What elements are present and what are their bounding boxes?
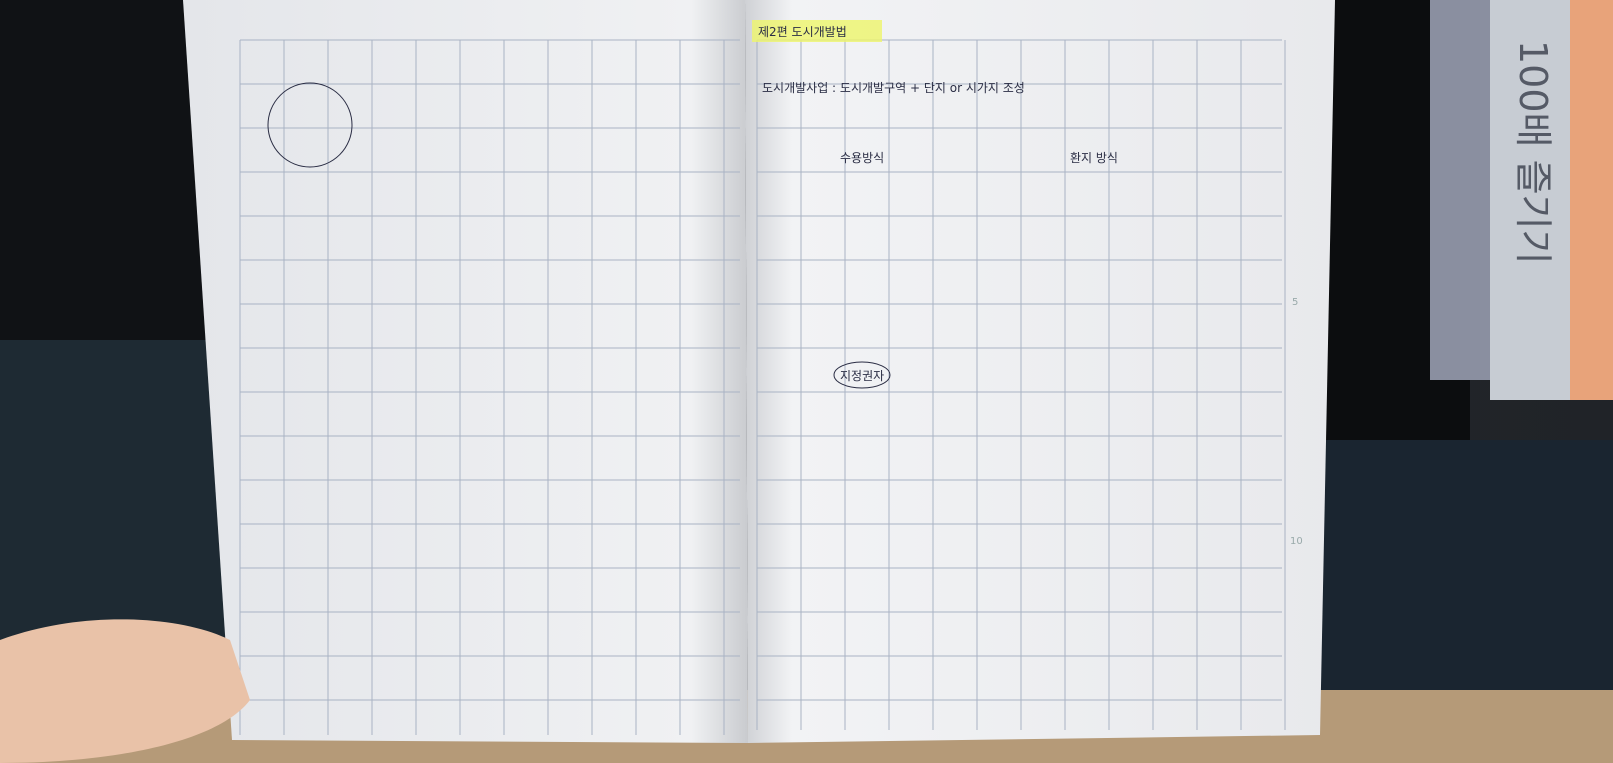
right-page — [745, 0, 1335, 743]
note: 지정권자 — [840, 369, 884, 383]
circle — [833, 361, 891, 389]
note: 도시개발사업 : 도시개발구역 + 단지 or 시가지 조성 — [762, 81, 1025, 95]
page-number: 10 — [1290, 536, 1303, 547]
spine-title: 100배 즐기기 — [1511, 40, 1555, 264]
book-spine-2 — [1570, 0, 1613, 400]
header: 제2편 도시개발법 — [758, 25, 847, 39]
shelf-right — [1280, 440, 1613, 700]
highlight — [752, 20, 882, 42]
circle — [267, 82, 353, 168]
left-page — [183, 0, 748, 743]
note: 환지 방식 — [1070, 151, 1118, 165]
grid — [239, 39, 1286, 735]
note: 수용방식 — [840, 151, 884, 165]
shelf-left-lower — [0, 340, 230, 640]
book-spine — [1490, 0, 1570, 400]
book-spine-3 — [1430, 0, 1490, 380]
hand — [0, 619, 250, 763]
page-number: 5 — [1292, 297, 1298, 308]
